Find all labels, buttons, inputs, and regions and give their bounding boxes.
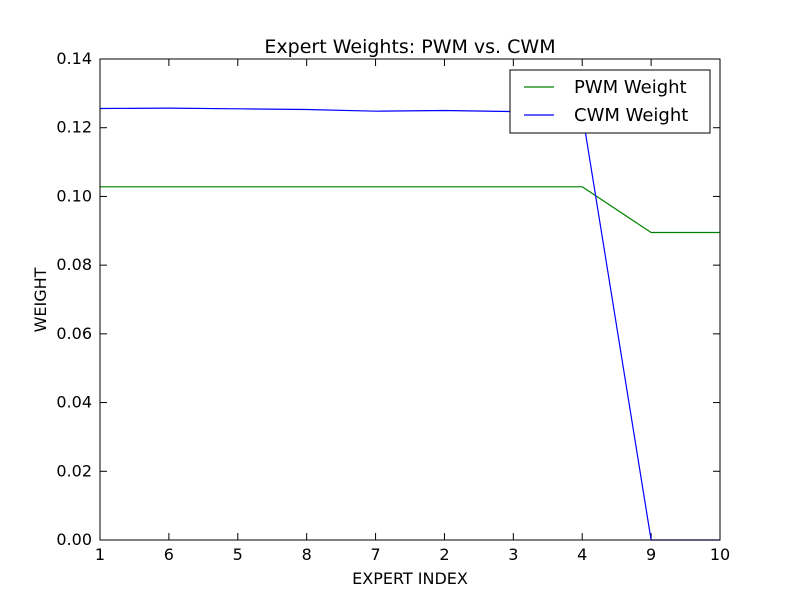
series-line-cwm — [99, 107, 720, 541]
x-tick-label: 5 — [233, 545, 243, 564]
y-tick-label: 0.14 — [56, 49, 92, 68]
legend-box — [509, 69, 711, 134]
y-tick-label: 0.04 — [56, 393, 92, 412]
series-lines — [99, 107, 720, 541]
legend: PWM Weight CWM Weight — [509, 69, 711, 134]
y-axis-label: WEIGHT — [31, 267, 50, 332]
x-tick-label: 8 — [302, 545, 312, 564]
x-tick-label: 7 — [370, 545, 380, 564]
chart-title: Expert Weights: PWM vs. CWM — [264, 36, 555, 58]
x-tick-label: 3 — [508, 545, 518, 564]
x-tick-label: 4 — [577, 545, 587, 564]
y-tick-label: 0.10 — [56, 186, 92, 205]
axis-ticks: 1 6 5 8 7 2 3 4 9 10 0.00 0.02 0.04 0.06 0.08 0.10 0.12 0… — [56, 49, 730, 564]
y-tick-label: 0.02 — [56, 461, 92, 480]
legend-label-cwm: CWM Weight — [574, 105, 688, 126]
x-tick-label: 9 — [646, 545, 656, 564]
x-axis-label: EXPERT INDEX — [352, 569, 468, 588]
x-tick-label: 10 — [710, 545, 730, 564]
x-tick-label: 2 — [439, 545, 449, 564]
y-tick-label: 0.08 — [56, 255, 92, 274]
y-tick-label: 0.00 — [56, 530, 92, 549]
series-line-pwm — [100, 186, 720, 234]
legend-label-pwm: PWM Weight — [574, 77, 687, 98]
plot-frame — [99, 58, 721, 541]
x-tick-label: 1 — [95, 545, 105, 564]
x-tick-label: 6 — [164, 545, 174, 564]
y-tick-label: 0.12 — [56, 118, 92, 137]
y-tick-label: 0.06 — [56, 324, 92, 343]
